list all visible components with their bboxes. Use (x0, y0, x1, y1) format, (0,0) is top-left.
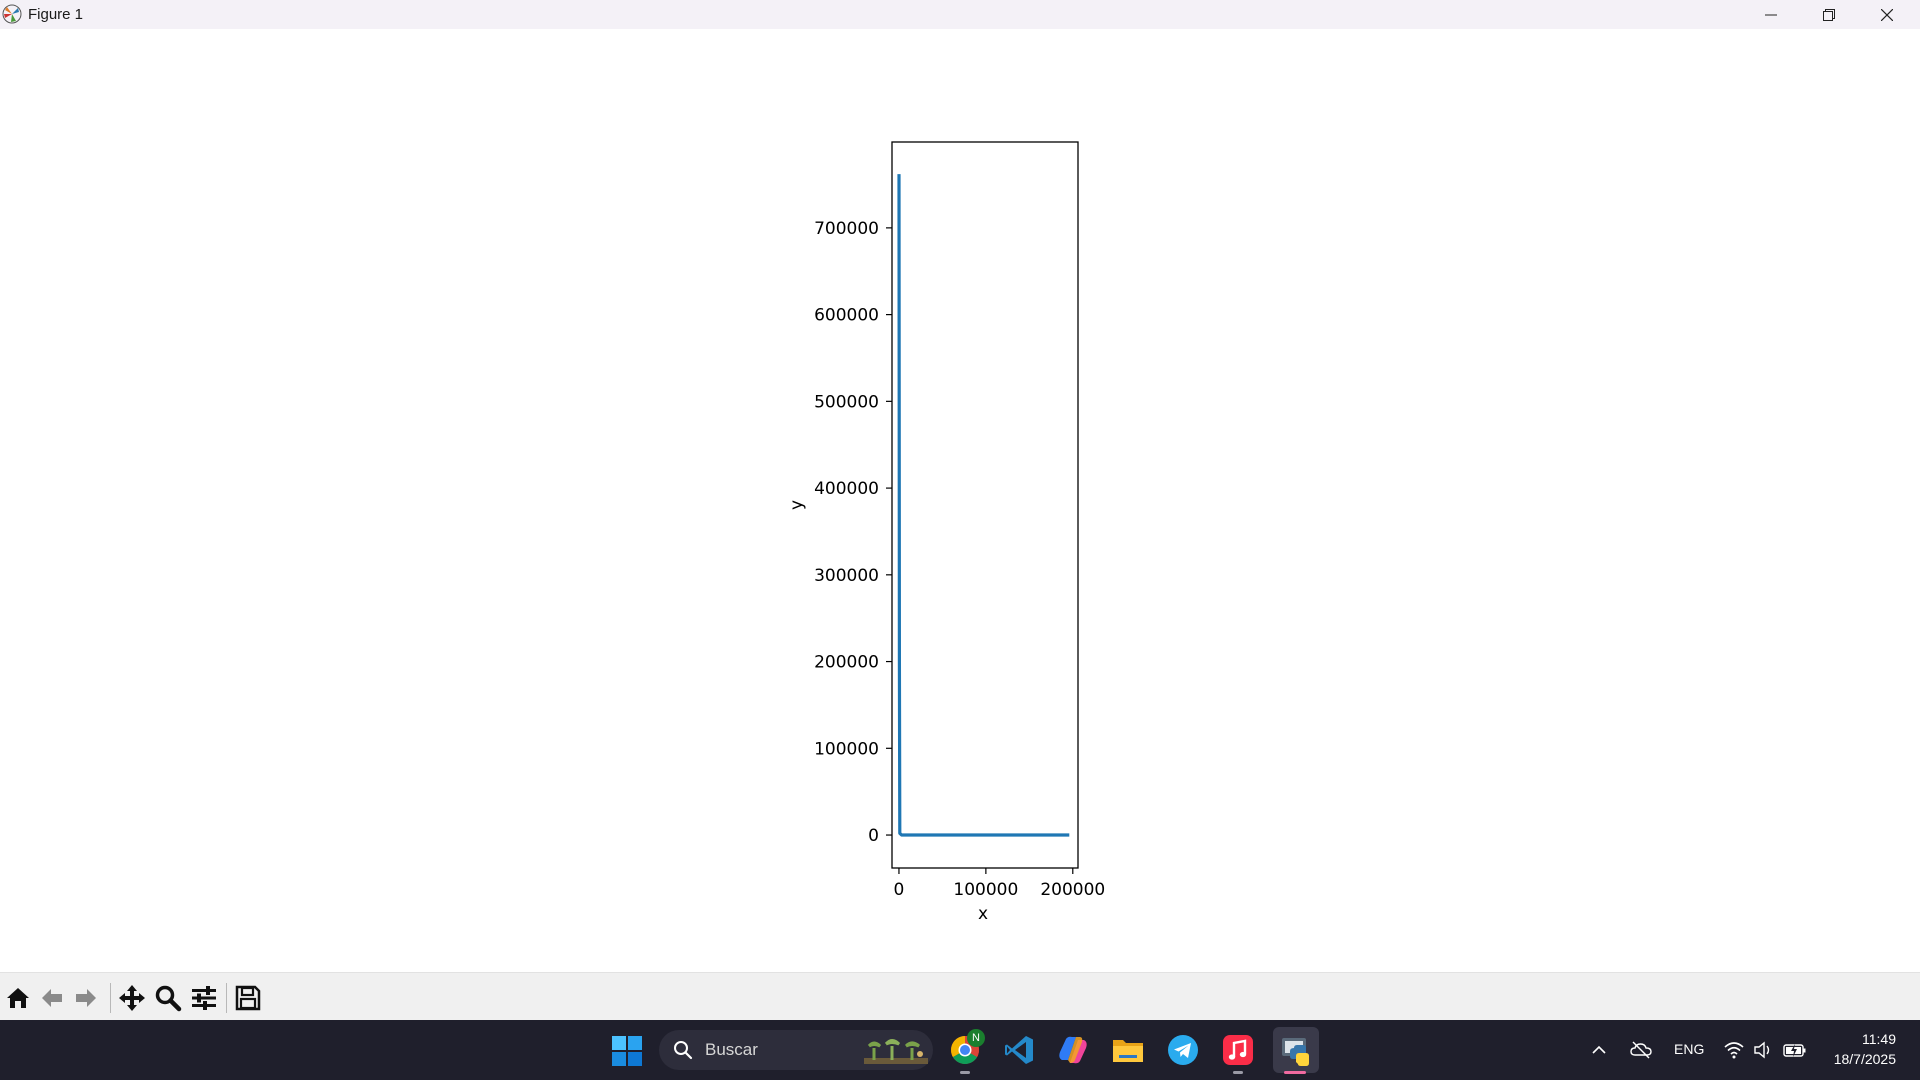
home-button[interactable] (3, 983, 33, 1013)
home-icon (7, 988, 29, 1008)
back-button[interactable] (37, 983, 67, 1013)
music-icon (1223, 1035, 1253, 1065)
save-button[interactable] (233, 983, 263, 1013)
clock-date: 18/7/2025 (1833, 1051, 1896, 1067)
axes-frame (891, 141, 1079, 869)
taskbar-search[interactable]: Buscar (659, 1030, 933, 1070)
volume-icon[interactable] (1753, 1041, 1773, 1059)
arrow-left-icon (42, 989, 62, 1007)
x-tick-label: 100000 (953, 880, 1018, 900)
pan-button[interactable] (117, 983, 147, 1013)
zoom-button[interactable] (153, 983, 183, 1013)
file-explorer-icon (1113, 1040, 1143, 1062)
arrow-right-icon (76, 989, 96, 1007)
taskbar-file-explorer[interactable] (1110, 1032, 1146, 1068)
taskbar-python-figure[interactable] (1273, 1027, 1319, 1073)
taskbar-copilot[interactable] (1055, 1032, 1091, 1068)
configure-subplots-button[interactable] (189, 983, 219, 1013)
language-indicator[interactable]: ENG (1674, 1041, 1705, 1057)
navigation-toolbar (0, 972, 1920, 1021)
clock[interactable]: 11:49 18/7/2025 (1820, 1029, 1908, 1071)
close-icon (1881, 8, 1893, 21)
x-axis-label: x (978, 904, 988, 924)
taskbar-telegram[interactable] (1165, 1032, 1201, 1068)
chart: 0 100000 200000 0 100000 200000 300000 400000 50… (787, 141, 1105, 924)
forward-button[interactable] (71, 983, 101, 1013)
telegram-icon (1168, 1035, 1198, 1065)
y-tick-label: 700000 (814, 219, 879, 239)
magnifier-icon (155, 985, 182, 1012)
search-icon (674, 1041, 693, 1060)
python-icon (1282, 1038, 1309, 1066)
chevron-up-icon[interactable] (1591, 1042, 1607, 1058)
battery-charging-icon[interactable] (1783, 1041, 1807, 1059)
figure-canvas[interactable]: 0 100000 200000 0 100000 200000 300000 400000 50… (0, 29, 1920, 972)
clock-time: 11:49 (1862, 1031, 1896, 1047)
minimize-icon (1765, 14, 1777, 15)
y-tick-label: 400000 (814, 479, 879, 499)
y-tick-label: 300000 (814, 566, 879, 586)
taskbar-chrome[interactable]: N (947, 1029, 985, 1068)
windows-start-icon[interactable] (611, 1035, 643, 1067)
floppy-disk-icon (235, 985, 261, 1011)
restore-icon (1823, 8, 1835, 21)
y-tick-label: 0 (868, 826, 879, 846)
taskbar-music[interactable] (1220, 1032, 1256, 1068)
y-tick-label: 200000 (814, 653, 879, 673)
python-active-indicator (1284, 1071, 1306, 1074)
chrome-running-indicator (960, 1071, 970, 1074)
x-tick-label: 0 (894, 880, 905, 900)
copilot-icon (1059, 1036, 1087, 1064)
y-axis-label: y (787, 500, 807, 510)
music-running-indicator (1233, 1071, 1243, 1074)
search-highlight-trees-icon (864, 1039, 928, 1064)
chrome-profile-badge: N (967, 1029, 985, 1047)
restore-button[interactable] (1800, 0, 1858, 29)
matplotlib-icon (2, 4, 22, 24)
series-line-0 (897, 174, 1070, 837)
close-button[interactable] (1858, 0, 1916, 29)
vscode-icon (1005, 1036, 1033, 1064)
search-placeholder: Buscar (705, 1040, 758, 1059)
wifi-icon[interactable] (1724, 1041, 1744, 1059)
toolbar-separator (110, 983, 111, 1013)
sliders-icon (192, 986, 216, 1010)
title-bar: Figure 1 (0, 0, 1920, 29)
taskbar-vscode[interactable] (1001, 1032, 1037, 1068)
x-tick-label: 200000 (1040, 880, 1105, 900)
window-title: Figure 1 (28, 6, 84, 23)
y-tick-label: 100000 (814, 739, 879, 759)
minimize-button[interactable] (1742, 0, 1800, 29)
y-tick-label: 600000 (814, 306, 879, 326)
toolbar-separator (226, 983, 227, 1013)
y-tick-label: 500000 (814, 392, 879, 412)
move-icon (119, 985, 145, 1011)
onedrive-offline-icon[interactable] (1630, 1040, 1652, 1060)
